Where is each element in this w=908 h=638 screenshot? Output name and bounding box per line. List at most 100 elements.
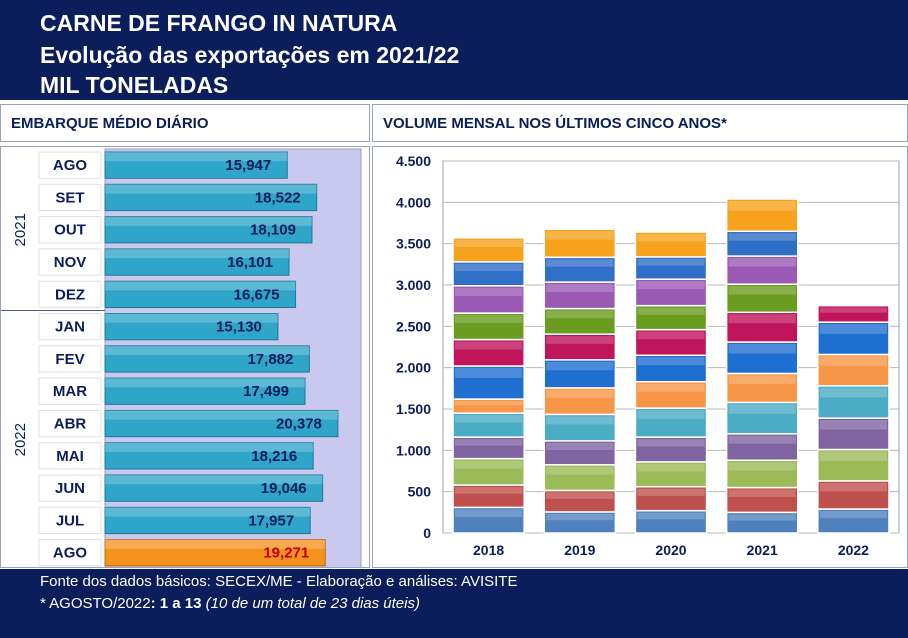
segment-shine [455, 239, 523, 248]
bar [104, 474, 324, 502]
segment-shine [546, 513, 614, 521]
bar-value-label: 20,378 [276, 416, 322, 433]
month-label: JAN [55, 319, 85, 336]
x-tick-label: 2022 [838, 542, 869, 558]
bar-value-label: 17,957 [248, 512, 294, 529]
month-label: AGO [53, 157, 88, 174]
segment-shine [455, 401, 523, 406]
segment-shine [455, 487, 523, 494]
month-label: MAR [53, 383, 87, 400]
stack-segment [634, 380, 708, 409]
y-tick-label: 0 [423, 525, 431, 541]
segment-shine [455, 368, 523, 378]
segment-shine [546, 336, 614, 344]
segment-shine [819, 356, 887, 366]
bar-highlight [105, 152, 288, 162]
x-tick-label: 2019 [564, 542, 595, 558]
header: CARNE DE FRANGO IN NATURA Evolução das e… [0, 0, 908, 100]
stack-segment [725, 341, 799, 375]
segment-shine [546, 442, 614, 451]
y-tick-label: 1.000 [396, 442, 431, 458]
segment-shine [728, 233, 796, 241]
x-tick-label: 2021 [747, 542, 778, 558]
month-label: AGO [53, 545, 88, 562]
stack-segment [543, 228, 617, 259]
year-label: 2022 [12, 423, 29, 456]
stack-segment [634, 461, 708, 488]
bar-value-label: 18,109 [250, 222, 296, 239]
segment-shine [728, 258, 796, 267]
bar [104, 345, 310, 373]
stack-segment [725, 255, 799, 285]
month-label: ABR [54, 416, 87, 433]
bar-value-label: 17,499 [243, 383, 289, 400]
bar-highlight [105, 442, 314, 452]
bar [104, 248, 290, 276]
bar [104, 313, 279, 341]
segment-shine [637, 307, 705, 315]
segment-shine [637, 357, 705, 366]
y-tick-label: 2.000 [396, 360, 431, 376]
segment-shine [637, 512, 705, 520]
y-tick-label: 4.500 [396, 153, 431, 169]
segment-shine [728, 435, 796, 444]
month-label: JUN [55, 480, 85, 497]
stack-segment [452, 237, 525, 263]
period-note-prefix: * AGOSTO/2022 [40, 595, 151, 612]
segment-shine [637, 383, 705, 392]
stack-segment [543, 307, 617, 335]
segment-shine [637, 463, 705, 472]
month-label: MAI [56, 448, 84, 465]
bar-highlight [105, 378, 305, 388]
bar [104, 280, 297, 308]
bar-value-label: 18,522 [255, 189, 301, 206]
month-label-box [38, 248, 102, 276]
segment-shine [819, 324, 887, 334]
segment-shine [728, 404, 796, 414]
title-line-2: Evolução das exportações em 2021/22 [40, 42, 460, 68]
y-tick-label: 2.500 [396, 318, 431, 334]
bar [104, 151, 288, 179]
segment-shine [819, 451, 887, 461]
bar-highlight [105, 184, 317, 194]
segment-shine [455, 509, 523, 518]
segment-shine [728, 514, 796, 521]
segment-shine [637, 258, 705, 266]
bar-highlight [105, 410, 338, 420]
bar-value-label: 19,046 [261, 480, 307, 497]
stack-segment [452, 365, 525, 400]
bar-highlight [105, 281, 296, 291]
segment-shine [546, 310, 614, 319]
stack-segment [543, 281, 617, 310]
stack-segment [543, 256, 617, 283]
month-label-box [38, 345, 102, 373]
stack-segment [817, 321, 890, 356]
segment-shine [546, 466, 614, 475]
segment-shine [455, 415, 523, 423]
month-label: JUL [56, 512, 84, 529]
bar [104, 377, 306, 405]
segment-shine [637, 439, 705, 447]
month-label: FEV [55, 351, 84, 368]
month-label: OUT [54, 222, 86, 239]
stack-segment [817, 417, 890, 451]
bar-highlight [105, 475, 323, 485]
daily-shipments-panel: 2021 2022 AGO 15,947 SET 18,522 OUT 18,109 NOV 16… [0, 146, 370, 570]
stack-segment [634, 278, 708, 307]
stack-segment [634, 328, 708, 357]
right-panel-title: VOLUME MENSAL NOS ÚLTIMOS CINCO ANOS* [372, 104, 908, 142]
segment-shine [637, 234, 705, 242]
bar-highlight [105, 313, 278, 323]
stack-segment [634, 436, 708, 463]
stack-segment [725, 401, 799, 435]
bar-value-label: 17,882 [247, 351, 293, 368]
segment-shine [546, 492, 614, 499]
segment-shine [455, 439, 523, 446]
segment-shine [728, 201, 796, 211]
segment-shine [819, 307, 887, 313]
stack-segment [543, 413, 617, 442]
y-tick-label: 1.500 [396, 401, 431, 417]
month-label-box [38, 313, 102, 341]
bar [104, 506, 311, 535]
segment-shine [455, 315, 523, 324]
